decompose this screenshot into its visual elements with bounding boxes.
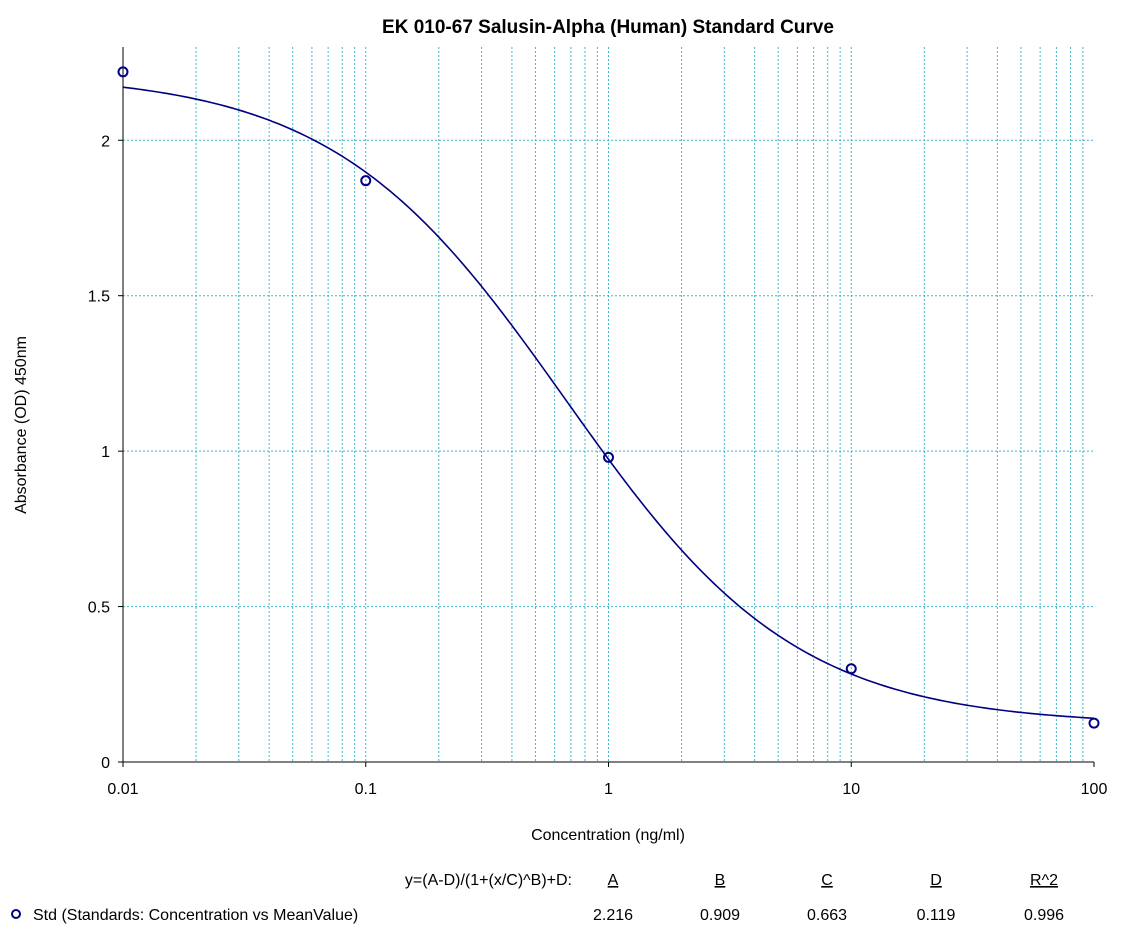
data-point: [1088, 717, 1100, 729]
fit-curve: [122, 86, 1095, 720]
fit-equation: y=(A-D)/(1+(x/C)^B)+D:: [405, 872, 572, 889]
fit-param-value: 2.216: [593, 907, 633, 924]
x-axis-label: Concentration (ng/ml): [531, 827, 685, 844]
data-point: [845, 663, 857, 675]
fit-param-header: D: [930, 872, 942, 889]
fit-parameters-table: A 2.216 B 0.909 C 0.663 D 0.119 R^2 0.996: [593, 872, 1064, 924]
fit-param-value: 0.909: [700, 907, 740, 924]
y-tick-label: 1.5: [88, 289, 110, 306]
x-tick-label: 1: [604, 781, 613, 798]
grid: [123, 47, 1094, 762]
y-axis-label: Absorbance (OD) 450nm: [13, 336, 30, 514]
x-axis-ticks: 0.01 0.1 1 10 100: [107, 762, 1107, 798]
y-tick-label: 2: [101, 133, 110, 150]
x-tick-label: 10: [842, 781, 860, 798]
x-tick-label: 0.01: [107, 781, 138, 798]
fit-param-header: A: [608, 872, 619, 889]
fit-param-header: R^2: [1030, 872, 1058, 889]
fit-param-header: C: [821, 872, 833, 889]
y-tick-label: 0.5: [88, 600, 110, 617]
x-tick-label: 100: [1081, 781, 1108, 798]
y-tick-label: 1: [101, 444, 110, 461]
fit-param-value: 0.119: [917, 907, 956, 924]
data-point: [360, 175, 372, 187]
data-points: [117, 66, 1100, 729]
fit-param-value: 0.663: [807, 907, 847, 924]
chart-title: EK 010-67 Salusin-Alpha (Human) Standard…: [382, 17, 834, 38]
data-point: [603, 451, 614, 463]
y-axis-ticks: 0 0.5 1 1.5 2: [88, 133, 123, 772]
y-tick-label: 0: [101, 755, 110, 772]
x-tick-label: 0.1: [355, 781, 377, 798]
legend-series-label: Std (Standards: Concentration vs MeanVal…: [33, 907, 358, 924]
legend-marker-icon: [11, 909, 21, 919]
data-point: [117, 66, 129, 78]
fit-param-value: 0.996: [1024, 907, 1064, 924]
legend: Std (Standards: Concentration vs MeanVal…: [11, 907, 358, 924]
fit-param-header: B: [715, 872, 726, 889]
